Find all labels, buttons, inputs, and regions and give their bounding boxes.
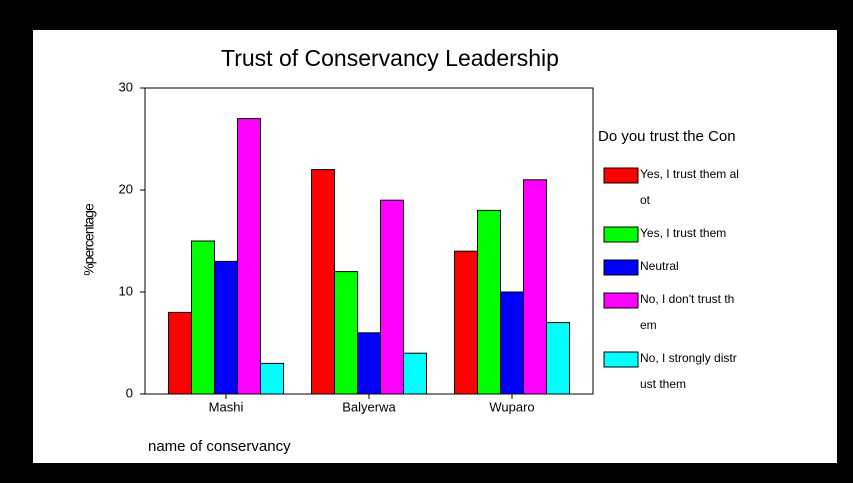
x-axis-label: name of conservancy	[148, 438, 291, 455]
bar	[260, 362, 284, 395]
bar	[311, 169, 335, 395]
bar	[403, 352, 427, 395]
bar	[477, 209, 501, 395]
bar	[237, 118, 261, 395]
x-tick-label: Mashi	[209, 399, 244, 414]
legend-label: Yes, I trust them al ot	[640, 167, 739, 207]
chart-title: Trust of Conservancy Leadership	[221, 45, 559, 71]
legend-swatch	[603, 167, 639, 184]
legend-label: Neutral	[640, 259, 679, 273]
bar	[500, 291, 524, 395]
bar	[380, 199, 404, 395]
bar	[357, 332, 381, 395]
legend-label: Yes, I trust them	[640, 226, 726, 240]
y-tick-label: 10	[119, 283, 133, 298]
y-tick-label: 20	[119, 181, 133, 196]
legend-title: Do you trust the Con	[598, 128, 736, 145]
legend-label: No, I strongly distr ust them	[640, 351, 737, 391]
bar	[168, 311, 192, 395]
bar	[191, 240, 215, 395]
bar	[334, 271, 358, 395]
y-tick-label: 0	[126, 385, 133, 400]
x-tick-label: Wuparo	[489, 399, 534, 414]
legend-swatch	[603, 226, 639, 243]
y-axis-label: %percentage	[81, 203, 97, 276]
legend-swatch	[603, 292, 639, 309]
bar	[546, 322, 570, 395]
legend-label: No, I don't trust th em	[640, 292, 734, 332]
bar	[523, 179, 547, 395]
x-tick-label: Balyerwa	[342, 399, 396, 414]
bar	[454, 250, 478, 395]
legend-swatch	[603, 351, 639, 368]
chart-background	[33, 30, 837, 463]
y-tick-label: 30	[119, 79, 133, 94]
legend-swatch	[603, 259, 639, 276]
bar	[214, 260, 238, 395]
